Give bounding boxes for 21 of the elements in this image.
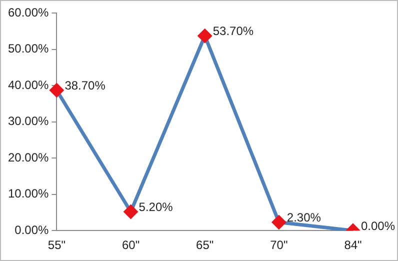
x-tick-label: 65" — [196, 238, 214, 252]
data-label: 38.70% — [64, 78, 106, 93]
y-tick-label: 60.00% — [8, 5, 50, 20]
x-tick-label: 84" — [344, 238, 362, 252]
y-tick-label: 30.00% — [8, 114, 50, 128]
point — [198, 29, 212, 43]
x-tick-label: 60" — [122, 238, 140, 252]
y-tick-label: 50.00% — [8, 42, 50, 56]
data-label: 2.30% — [286, 210, 322, 225]
point — [272, 216, 286, 230]
y-tick-label: 20.00% — [8, 150, 50, 164]
y-tick-label: 10.00% — [8, 186, 50, 201]
data-label: 53.70% — [212, 24, 254, 38]
x-tick-label: 55" — [48, 238, 66, 252]
data-label: 5.20% — [138, 200, 174, 214]
y-tick-label: 40.00% — [8, 78, 50, 92]
point — [50, 84, 64, 97]
x-tick-label: 70" — [270, 238, 288, 252]
y-tick-label: 0.00% — [14, 222, 50, 237]
data-label: 0.00% — [361, 218, 396, 233]
point — [124, 204, 138, 218]
